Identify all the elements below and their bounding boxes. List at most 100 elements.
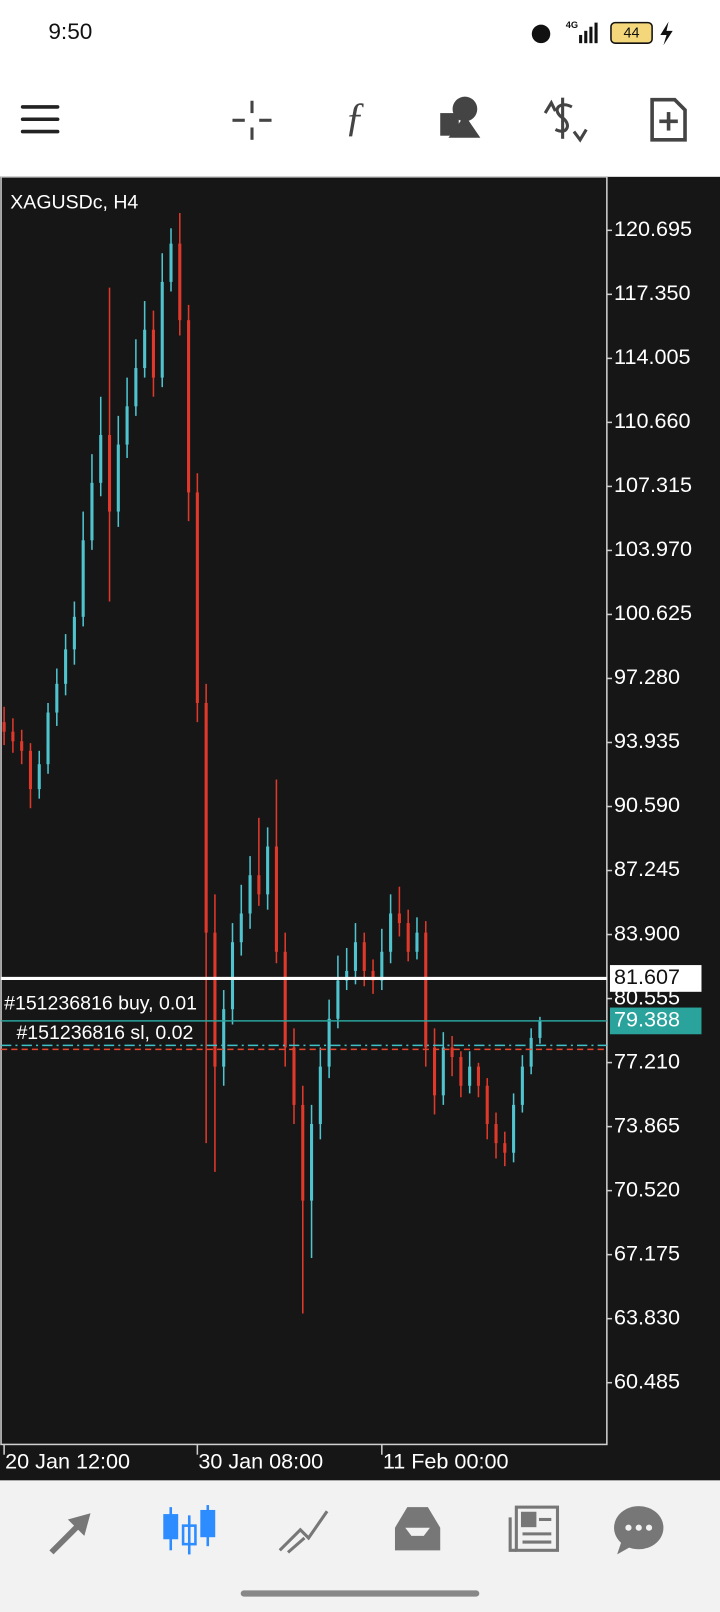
y-tick-label: 90.590 [614, 792, 680, 817]
y-tick-label: 73.865 [614, 1112, 680, 1137]
crosshair-button[interactable] [232, 100, 272, 140]
network-type: 4G [566, 20, 578, 30]
candle-body [28, 750, 33, 790]
candle-body [230, 942, 235, 1010]
y-tick-label: 114.005 [614, 344, 690, 369]
nav-news[interactable] [508, 1505, 560, 1552]
candle-body [485, 1085, 489, 1125]
y-tick-label: 103.970 [614, 536, 692, 561]
candle-body [99, 435, 103, 483]
signal-icon [579, 22, 598, 44]
chart-title: XAGUSDc, H4 [10, 192, 138, 214]
chart-background [0, 176, 720, 1481]
candle-body [301, 1104, 305, 1201]
candle-body [503, 1143, 507, 1153]
candle-body [310, 1124, 314, 1201]
candle-body [380, 951, 384, 981]
candle-body [432, 1047, 437, 1096]
candle-body [90, 482, 94, 541]
order-label: #151236816 sl, 0.02 [16, 1022, 193, 1044]
y-tick-label: 67.175 [614, 1240, 680, 1265]
menu-button[interactable] [20, 105, 60, 134]
candle-body [415, 932, 419, 952]
y-tick-label: 100.625 [614, 600, 692, 625]
candle-body [11, 731, 15, 742]
nav-chart[interactable] [163, 1505, 216, 1555]
plot-frame [0, 176, 608, 1446]
candle-body [248, 875, 252, 914]
y-tick-label: 70.520 [614, 1176, 680, 1201]
candle-body [116, 444, 120, 512]
y-tick-label: 107.315 [614, 472, 692, 497]
y-tick-label: 110.660 [614, 408, 690, 433]
battery-icon [610, 21, 653, 44]
charging-icon [660, 21, 673, 46]
candle-body [37, 764, 41, 790]
nav-trade[interactable] [278, 1510, 329, 1554]
candle-body [266, 846, 270, 895]
bottom-nav [0, 1480, 720, 1612]
candle-body [2, 722, 6, 732]
candle-body [336, 980, 340, 1019]
nav-history[interactable] [394, 1507, 441, 1551]
candle-body [20, 741, 24, 751]
candle-body [318, 1066, 322, 1125]
candle-body [397, 913, 401, 924]
candle-body [46, 712, 50, 765]
alarm-icon [531, 24, 551, 44]
candle-body [345, 970, 349, 981]
candle-body [520, 1066, 524, 1105]
x-tick-label: 30 Jan 08:00 [198, 1449, 323, 1474]
candle-body [459, 1057, 463, 1086]
candle-body [72, 616, 76, 650]
bid-price-box [609, 965, 702, 992]
y-tick-label: 93.935 [614, 728, 680, 753]
candle-body [169, 243, 173, 282]
home-indicator[interactable] [240, 1590, 480, 1597]
candle-body [476, 1066, 480, 1086]
candle-body [327, 1018, 331, 1067]
battery-level: 44 [624, 26, 640, 42]
candle-body [64, 649, 68, 684]
candle-body [81, 540, 85, 617]
candle-body [222, 1009, 226, 1067]
candle-body [406, 923, 410, 952]
candle-body [292, 1047, 296, 1105]
candle-body [160, 281, 164, 378]
candle-body [283, 951, 287, 1048]
y-tick-label: 97.280 [614, 664, 680, 689]
y-tick-label: 60.485 [614, 1368, 680, 1393]
candle-body [353, 942, 358, 971]
candle-body [362, 942, 366, 971]
objects-button[interactable] [440, 96, 481, 138]
nav-chat[interactable] [614, 1506, 664, 1555]
candle-body [468, 1066, 472, 1086]
candle-body [125, 406, 129, 445]
y-tick-label: 83.900 [614, 920, 680, 945]
ask-price-box [609, 1007, 702, 1035]
candle-body [529, 1037, 533, 1067]
candle-body [178, 243, 182, 321]
trade-button[interactable] [543, 97, 588, 143]
y-tick-label: 87.245 [614, 856, 680, 881]
candle-body [213, 932, 217, 1067]
candle-body [441, 1047, 445, 1096]
candle-body [55, 683, 59, 713]
candle-body [204, 702, 208, 933]
candle-body [424, 932, 428, 1048]
candle-body [450, 1047, 454, 1058]
nav-quotes[interactable] [49, 1513, 91, 1555]
candle-body [151, 329, 155, 378]
indicators-button[interactable]: ƒ [345, 94, 366, 140]
status-icons: 4G 44 [531, 20, 673, 46]
candle-body [239, 913, 243, 943]
candle-body [494, 1124, 498, 1144]
candle-body [134, 368, 138, 407]
order-label: #151236816 buy, 0.01 [4, 992, 197, 1014]
candle-body [274, 846, 278, 952]
y-tick-label: 120.695 [614, 216, 692, 241]
y-tick-label: 63.830 [614, 1304, 680, 1329]
candle-body [107, 435, 112, 512]
new-order-button[interactable] [650, 97, 687, 142]
